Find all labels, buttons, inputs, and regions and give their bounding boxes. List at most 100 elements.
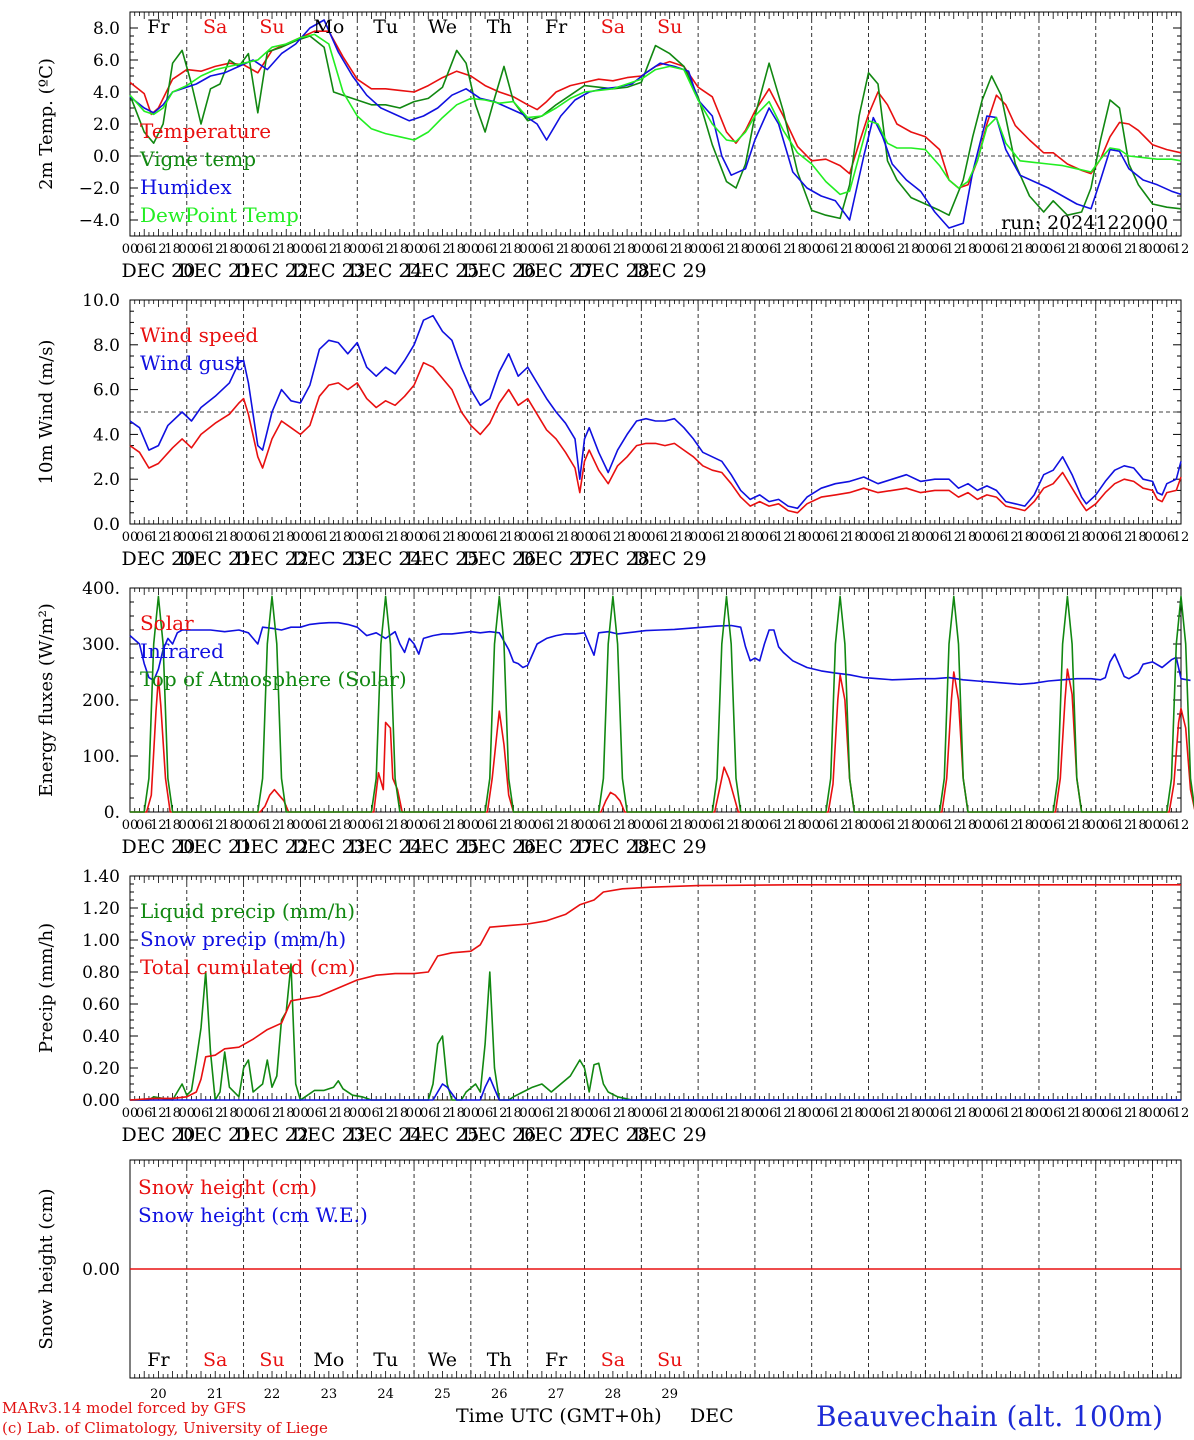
legend-entry: DewPoint Temp: [140, 203, 299, 227]
hour-tick-label: 12: [605, 242, 622, 257]
hour-tick-label: 06: [931, 818, 948, 833]
hour-tick-label: 00: [576, 818, 593, 833]
date-label: DEC 21: [178, 548, 252, 570]
hour-tick-label: 12: [1116, 242, 1133, 257]
hour-tick-label: 18: [1130, 1106, 1147, 1121]
hour-tick-label: 12: [775, 530, 792, 545]
hour-tick-label: 00: [803, 530, 820, 545]
hour-tick-label: 12: [1173, 818, 1190, 833]
legend-entry: Vigne temp: [139, 147, 256, 171]
legend-entry: Wind speed: [140, 323, 258, 347]
hour-tick-label: 06: [193, 818, 210, 833]
hour-tick-label: 18: [505, 530, 522, 545]
hour-tick-label: 06: [193, 1106, 210, 1121]
hour-tick-label: 00: [1144, 1106, 1161, 1121]
date-label: DEC 25: [406, 548, 480, 570]
y-axis-label: Snow height (cm): [36, 1188, 57, 1349]
date-label: DEC 20: [121, 548, 195, 570]
hour-tick-label: 00: [122, 1106, 139, 1121]
day-number-label: 26: [491, 1387, 508, 1402]
hour-tick-label: 06: [761, 1106, 778, 1121]
hour-tick-label: 12: [321, 1106, 338, 1121]
hour-tick-label: 06: [306, 530, 323, 545]
y-tick-label: 0.80: [82, 963, 120, 983]
panel-3: [129, 587, 1194, 813]
y-tick-label: 0.00: [82, 1091, 120, 1111]
date-label: DEC 27: [519, 1124, 593, 1146]
hour-tick-label: 12: [889, 818, 906, 833]
date-label: DEC 24: [349, 1124, 423, 1146]
hour-tick-label: 12: [1002, 242, 1019, 257]
hour-tick-label: 00: [974, 818, 991, 833]
hour-tick-label: 06: [761, 818, 778, 833]
y-tick-label: 300.: [82, 635, 120, 655]
hour-tick-label: 00: [235, 1106, 252, 1121]
hour-tick-label: 00: [519, 242, 536, 257]
hour-tick-label: 00: [860, 1106, 877, 1121]
hour-tick-label: 12: [321, 818, 338, 833]
hour-tick-label: 00: [292, 242, 309, 257]
y-tick-label: 0.0: [93, 147, 120, 167]
hour-tick-label: 00: [576, 1106, 593, 1121]
y-tick-label: −4.0: [79, 211, 120, 231]
weekday-label: Su: [657, 16, 682, 38]
series-line-wind-gust: [129, 314, 1182, 510]
hour-tick-label: 00: [179, 530, 196, 545]
weekday-label: Fr: [545, 16, 568, 38]
hour-tick-label: 12: [491, 818, 508, 833]
day-number-label: 21: [207, 1387, 224, 1402]
date-label: DEC 23: [292, 836, 366, 858]
hour-tick-label: 06: [534, 242, 551, 257]
hour-tick-label: 18: [505, 242, 522, 257]
date-label: DEC 22: [235, 1124, 309, 1146]
hour-tick-label: 00: [974, 1106, 991, 1121]
hour-tick-label: 00: [747, 530, 764, 545]
hour-tick-label: 18: [1130, 242, 1147, 257]
hour-tick-label: 12: [945, 1106, 962, 1121]
y-axis-label: Precip (mm/h): [36, 923, 57, 1053]
hour-tick-label: 00: [917, 818, 934, 833]
hour-tick-label: 12: [1002, 818, 1019, 833]
hour-tick-label: 18: [221, 1106, 238, 1121]
hour-tick-label: 12: [377, 1106, 394, 1121]
hour-tick-label: 00: [292, 1106, 309, 1121]
hour-tick-label: 18: [562, 818, 579, 833]
hour-tick-label: 06: [647, 242, 664, 257]
hour-tick-label: 12: [1059, 530, 1076, 545]
hour-tick-label: 00: [1144, 242, 1161, 257]
y-tick-label: 6.0: [93, 381, 120, 401]
hour-tick-label: 18: [960, 242, 977, 257]
hour-tick-label: 06: [193, 530, 210, 545]
date-label: DEC 22: [235, 260, 309, 282]
hour-tick-label: 06: [874, 242, 891, 257]
series-line-liquid-precip-mm-h-: [130, 963, 1181, 1101]
hour-tick-label: 00: [463, 530, 480, 545]
hour-tick-label: 06: [420, 1106, 437, 1121]
hour-tick-label: 00: [349, 818, 366, 833]
hour-tick-label: 06: [1159, 1106, 1176, 1121]
series-line-humidex: [129, 19, 1182, 229]
hour-tick-label: 06: [818, 242, 835, 257]
y-tick-label: 0.60: [82, 995, 120, 1015]
y-tick-label: 8.0: [93, 19, 120, 39]
date-label: DEC 20: [121, 836, 195, 858]
x-axis-label: Time UTC (GMT+0h): [456, 1405, 662, 1427]
series-line-top-of-atmosphere-solar-: [130, 595, 1194, 813]
day-number-label: 23: [321, 1387, 338, 1402]
y-tick-label: −2.0: [79, 179, 120, 199]
hour-tick-label: 06: [306, 818, 323, 833]
hour-tick-label: 00: [917, 242, 934, 257]
hour-tick-label: 00: [860, 530, 877, 545]
date-label: DEC 28: [576, 836, 650, 858]
date-label: DEC 27: [519, 260, 593, 282]
hour-tick-label: 12: [945, 818, 962, 833]
y-tick-label: 1.00: [82, 931, 120, 951]
date-label: DEC 29: [633, 548, 707, 570]
date-label: DEC 23: [292, 548, 366, 570]
hour-tick-label: 18: [1073, 818, 1090, 833]
hour-tick-label: 00: [1031, 530, 1048, 545]
hour-tick-label: 12: [207, 530, 224, 545]
hour-tick-label: 00: [292, 818, 309, 833]
hour-tick-label: 18: [335, 530, 352, 545]
